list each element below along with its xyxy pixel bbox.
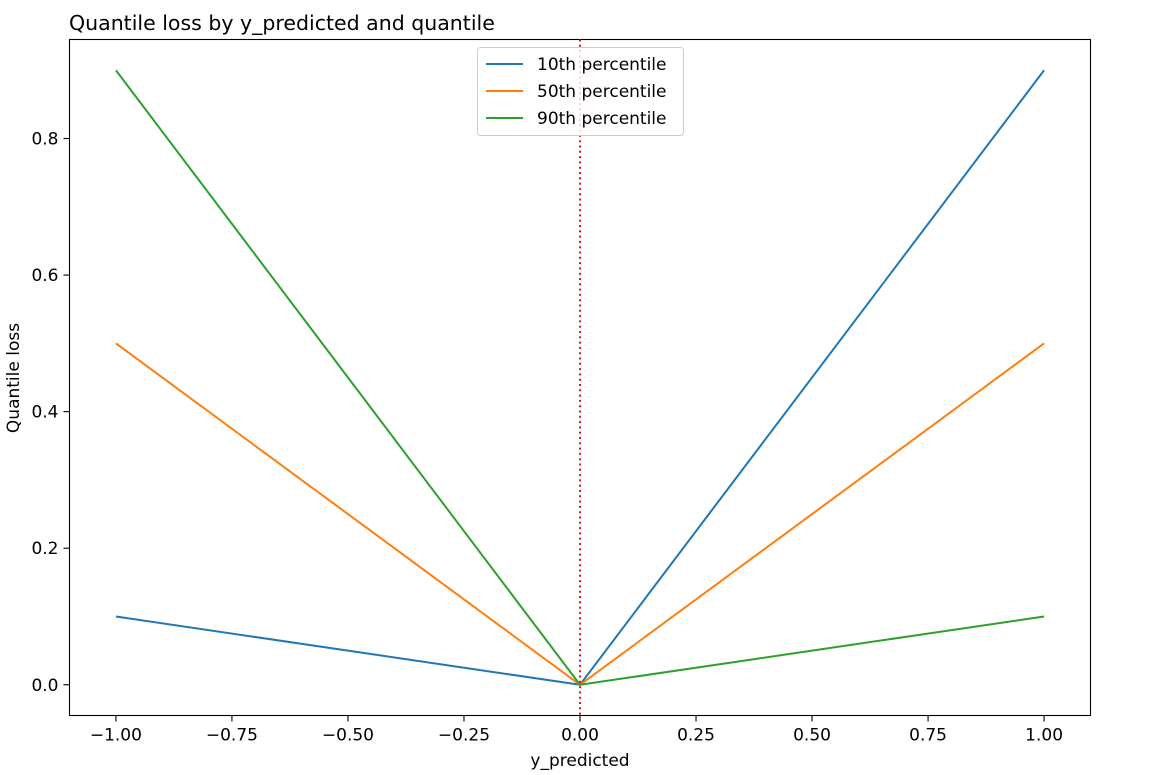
y-axis: 0.0 0.2 0.4 0.6 0.8 bbox=[31, 130, 70, 696]
legend-label-90th: 90th percentile bbox=[537, 109, 667, 129]
x-axis-title: y_predicted bbox=[530, 751, 629, 771]
x-tick-label: 0.00 bbox=[561, 726, 599, 746]
y-tick-label: 0.0 bbox=[31, 676, 58, 696]
legend: 10th percentile 50th percentile 90th per… bbox=[477, 47, 684, 136]
x-tick-label: 0.25 bbox=[677, 726, 715, 746]
x-tick-label: 0.75 bbox=[909, 726, 947, 746]
series-layer bbox=[115, 69, 1045, 686]
y-tick-label: 0.2 bbox=[31, 539, 58, 559]
legend-label-50th: 50th percentile bbox=[537, 82, 667, 102]
legend-label-10th: 10th percentile bbox=[537, 55, 667, 75]
x-tick-label: −0.25 bbox=[438, 726, 490, 746]
x-tick-label: −0.50 bbox=[322, 726, 374, 746]
legend-box bbox=[477, 47, 684, 136]
y-tick-label: 0.8 bbox=[31, 130, 58, 150]
y-tick-label: 0.6 bbox=[31, 266, 58, 286]
x-tick-label: −1.00 bbox=[90, 726, 142, 746]
y-tick-label: 0.4 bbox=[31, 403, 58, 423]
x-tick-label: −0.75 bbox=[206, 726, 258, 746]
x-tick-label: 1.00 bbox=[1025, 726, 1063, 746]
x-tick-label: 0.50 bbox=[793, 726, 831, 746]
chart-title: Quantile loss by y_predicted and quantil… bbox=[69, 11, 495, 36]
y-axis-title: Quantile loss bbox=[4, 323, 24, 433]
x-axis: −1.00 −0.75 −0.50 −0.25 0.00 0.25 0.50 0.75 1.00 bbox=[90, 715, 1063, 746]
series-line-3 bbox=[115, 69, 1045, 686]
